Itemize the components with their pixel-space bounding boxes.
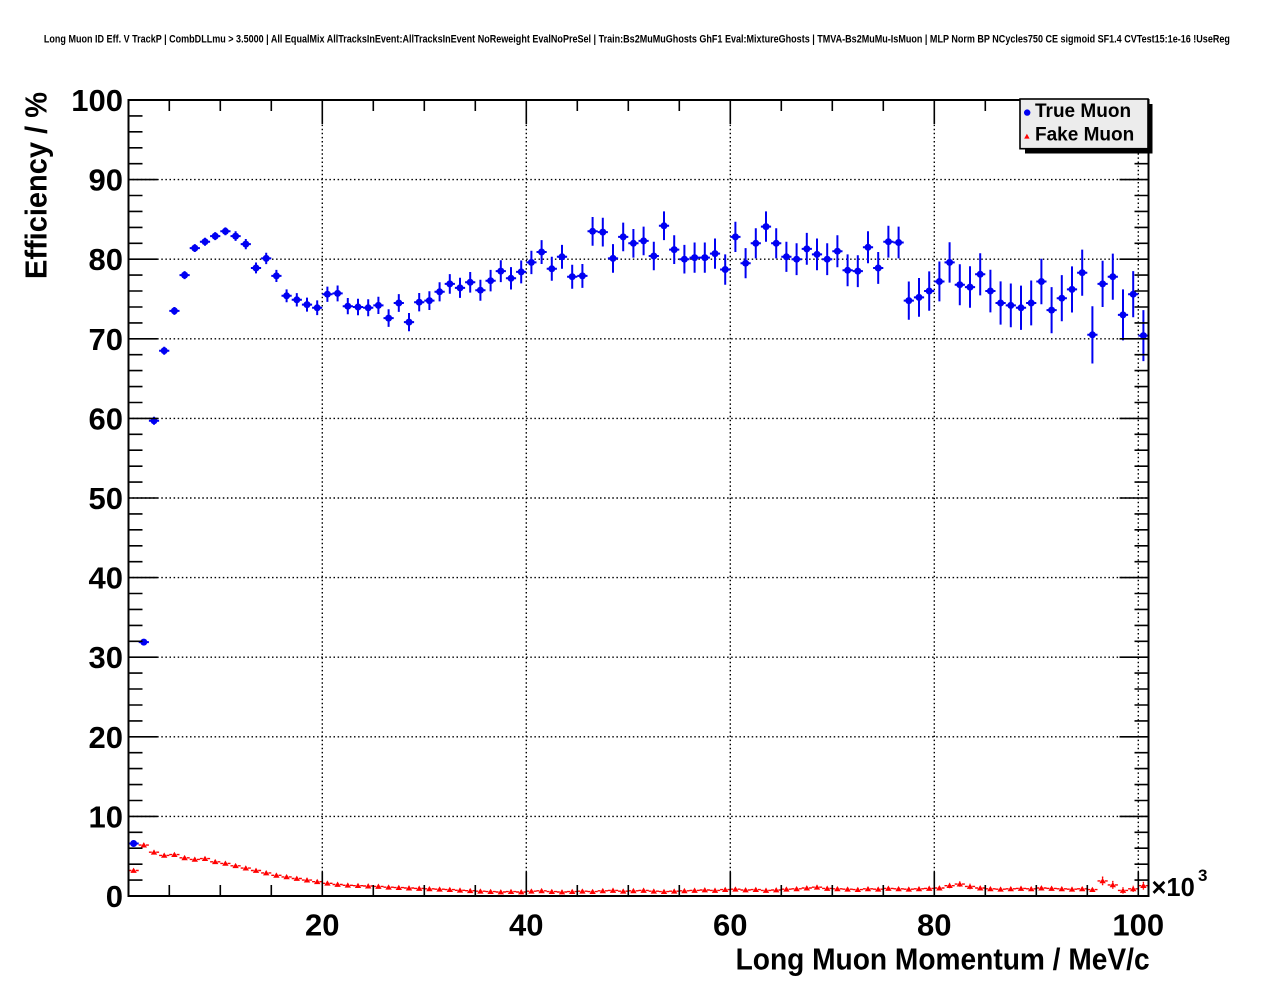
svg-text:80: 80 <box>89 242 123 277</box>
svg-text:Long Muon ID Eff. V TrackP | C: Long Muon ID Eff. V TrackP | CombDLLmu >… <box>44 34 1230 46</box>
svg-text:90: 90 <box>89 163 123 198</box>
svg-text:70: 70 <box>89 322 123 357</box>
svg-text:20: 20 <box>305 908 339 943</box>
svg-text:Efficiency / %: Efficiency / % <box>19 92 54 279</box>
svg-text:20: 20 <box>89 720 123 755</box>
svg-text:100: 100 <box>71 83 123 118</box>
svg-text:True Muon: True Muon <box>1035 101 1131 122</box>
svg-text:40: 40 <box>89 561 123 596</box>
svg-text:50: 50 <box>89 481 123 516</box>
svg-text:Long Muon Momentum / MeV/c: Long Muon Momentum / MeV/c <box>736 942 1150 977</box>
svg-text:80: 80 <box>917 908 951 943</box>
svg-text:0: 0 <box>106 879 123 914</box>
svg-text:40: 40 <box>509 908 543 943</box>
svg-text:10: 10 <box>89 799 123 834</box>
svg-text:100: 100 <box>1112 908 1164 943</box>
svg-text:30: 30 <box>89 640 123 675</box>
svg-text:60: 60 <box>89 401 123 436</box>
svg-text:60: 60 <box>713 908 747 943</box>
svg-text:Fake Muon: Fake Muon <box>1035 124 1134 145</box>
svg-text:3: 3 <box>1198 866 1207 885</box>
svg-text:×10: ×10 <box>1152 874 1195 902</box>
